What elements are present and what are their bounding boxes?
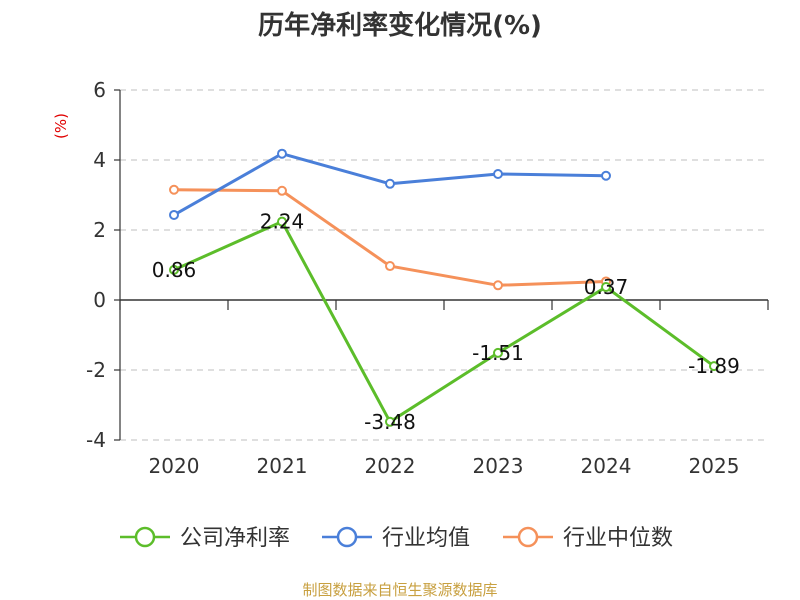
x-tick-label: 2021: [257, 454, 308, 478]
series-1-point[interactable]: [169, 209, 179, 220]
data-label: 2.24: [260, 210, 305, 234]
series-1-point[interactable]: [601, 170, 611, 181]
y-tick-label: 2: [93, 218, 106, 242]
legend-item-0[interactable]: 公司净利率: [120, 526, 290, 551]
legend-marker: [134, 526, 156, 548]
series-2-point[interactable]: [493, 280, 503, 291]
series-2-point[interactable]: [169, 184, 179, 195]
y-tick-label: 0: [93, 288, 106, 312]
legend-label: 行业均值: [382, 526, 470, 551]
series-1-point[interactable]: [493, 169, 503, 179]
y-tick-label: 4: [93, 148, 106, 172]
legend[interactable]: 公司净利率 行业均值 行业中位数: [120, 526, 673, 551]
axes: 6 4 2 0 -2 -4 2020 2021 2022 2023 2024 2025: [86, 78, 769, 478]
x-tick-label: 2022: [365, 454, 416, 478]
data-label: 0.37: [584, 275, 629, 299]
series-0-point[interactable]: [493, 347, 503, 358]
series-1-point[interactable]: [385, 178, 395, 189]
x-tick-label: 2024: [581, 454, 632, 478]
series-0-point[interactable]: [709, 361, 719, 372]
data-label: -1.89: [688, 354, 740, 378]
legend-marker: [517, 526, 539, 548]
y-tick-label: 6: [93, 78, 106, 102]
series-lines: [169, 148, 719, 427]
legend-item-1[interactable]: 行业均值: [322, 526, 470, 551]
series-0-point[interactable]: [385, 416, 395, 427]
data-label: -1.51: [472, 341, 524, 365]
source-note: 制图数据来自恒生聚源数据库: [302, 581, 497, 599]
legend-marker: [336, 526, 358, 548]
series-2-point[interactable]: [385, 261, 395, 272]
x-tick-label: 2020: [149, 454, 200, 478]
data-label: -3.48: [364, 410, 416, 434]
legend-label: 行业中位数: [563, 526, 673, 551]
x-tick-label: 2023: [473, 454, 524, 478]
gridlines: [120, 89, 768, 441]
series-0-point[interactable]: [169, 264, 179, 275]
series-1-point[interactable]: [277, 148, 287, 159]
series-0-point[interactable]: [277, 216, 287, 227]
series-0-point[interactable]: [601, 282, 611, 293]
series-line-0: [173, 220, 715, 424]
y-tick-label: -2: [86, 358, 106, 382]
series-2-point[interactable]: [277, 185, 287, 196]
data-label: 0.86: [152, 258, 197, 282]
chart-title: 历年净利率变化情况(%): [258, 10, 542, 41]
y-tick-label: -4: [86, 428, 106, 452]
y-axis-unit-label: (%): [52, 113, 70, 139]
x-tick-label: 2025: [689, 454, 740, 478]
legend-item-2[interactable]: 行业中位数: [503, 526, 673, 551]
legend-label: 公司净利率: [180, 526, 290, 551]
data-labels: 0.86 2.24 -3.48 -1.51 0.37 -1.89: [152, 210, 740, 434]
